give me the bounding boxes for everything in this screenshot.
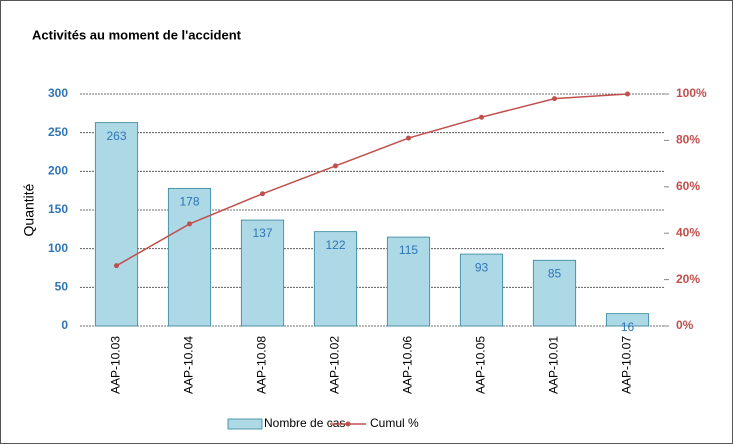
legend-swatch [227, 418, 263, 430]
x-tick-label: AAP-10.04 [182, 336, 196, 394]
cumul-point [333, 163, 338, 169]
cumul-point [552, 96, 557, 102]
x-tick-label: AAP-10.01 [547, 336, 561, 394]
x-tick-label: AAP-10.02 [328, 336, 342, 394]
y2-tick-label: 0% [676, 318, 694, 332]
cumul-line [116, 93, 628, 267]
y-axis-label: Quantité [21, 183, 37, 236]
y-tick-label: 0 [61, 318, 68, 332]
x-tick-label: AAP-10.07 [620, 336, 634, 394]
bar [386, 236, 431, 327]
bar [532, 259, 577, 327]
legend-marker [345, 421, 351, 427]
y-tick-label: 50 [55, 280, 69, 294]
bar-value-label: 85 [548, 266, 562, 280]
x-tick-label: AAP-10.06 [401, 336, 415, 394]
x-tick-label: AAP-10.03 [109, 336, 123, 394]
bar-value-label: 93 [475, 260, 489, 274]
y2-tick-label: 60% [676, 179, 700, 193]
y2-tick-label: 100% [676, 86, 707, 100]
chart-title: Activités au moment de l'accident [32, 27, 242, 42]
bar [459, 253, 504, 327]
bar [313, 231, 358, 327]
bar-value-label: 115 [399, 243, 418, 257]
bar-value-label: 178 [179, 195, 199, 209]
bar-value-label: 122 [325, 238, 345, 252]
legend-label: Cumul % [370, 416, 419, 430]
cumul-point [260, 191, 265, 197]
cumul-point [406, 135, 411, 141]
y2-tick-label: 20% [676, 272, 700, 286]
cumul-point [479, 114, 484, 120]
bar [94, 122, 139, 327]
y-tick-label: 250 [48, 125, 68, 139]
bar-value-label: 137 [252, 226, 272, 240]
y-tick-label: 300 [48, 86, 68, 100]
bar [605, 313, 650, 327]
x-tick-label: AAP-10.05 [474, 336, 488, 394]
y-tick-label: 150 [48, 202, 68, 216]
bar-value-label: 263 [106, 129, 126, 143]
cumul-point [187, 221, 192, 227]
bar [240, 219, 285, 327]
cumul-point [625, 91, 630, 97]
y2-tick-label: 40% [676, 225, 700, 239]
legend-label: Nombre de cas [264, 416, 345, 430]
x-tick-label: AAP-10.08 [255, 336, 269, 394]
y2-tick-label: 80% [676, 133, 700, 147]
y-tick-label: 200 [48, 164, 68, 178]
bar [167, 187, 212, 327]
y-tick-label: 100 [48, 241, 68, 255]
cumul-point [114, 263, 119, 269]
bar-value-label: 16 [621, 320, 635, 334]
